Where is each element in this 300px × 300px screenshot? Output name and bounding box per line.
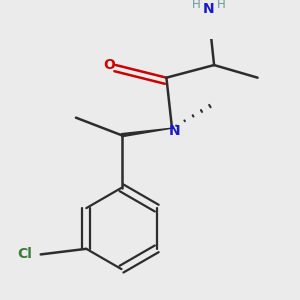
Text: N: N — [169, 124, 181, 138]
Text: N: N — [203, 2, 214, 16]
Polygon shape — [121, 128, 172, 137]
Text: H: H — [217, 0, 226, 11]
Text: H: H — [191, 0, 200, 11]
Text: O: O — [103, 58, 115, 72]
Text: Cl: Cl — [17, 248, 32, 261]
